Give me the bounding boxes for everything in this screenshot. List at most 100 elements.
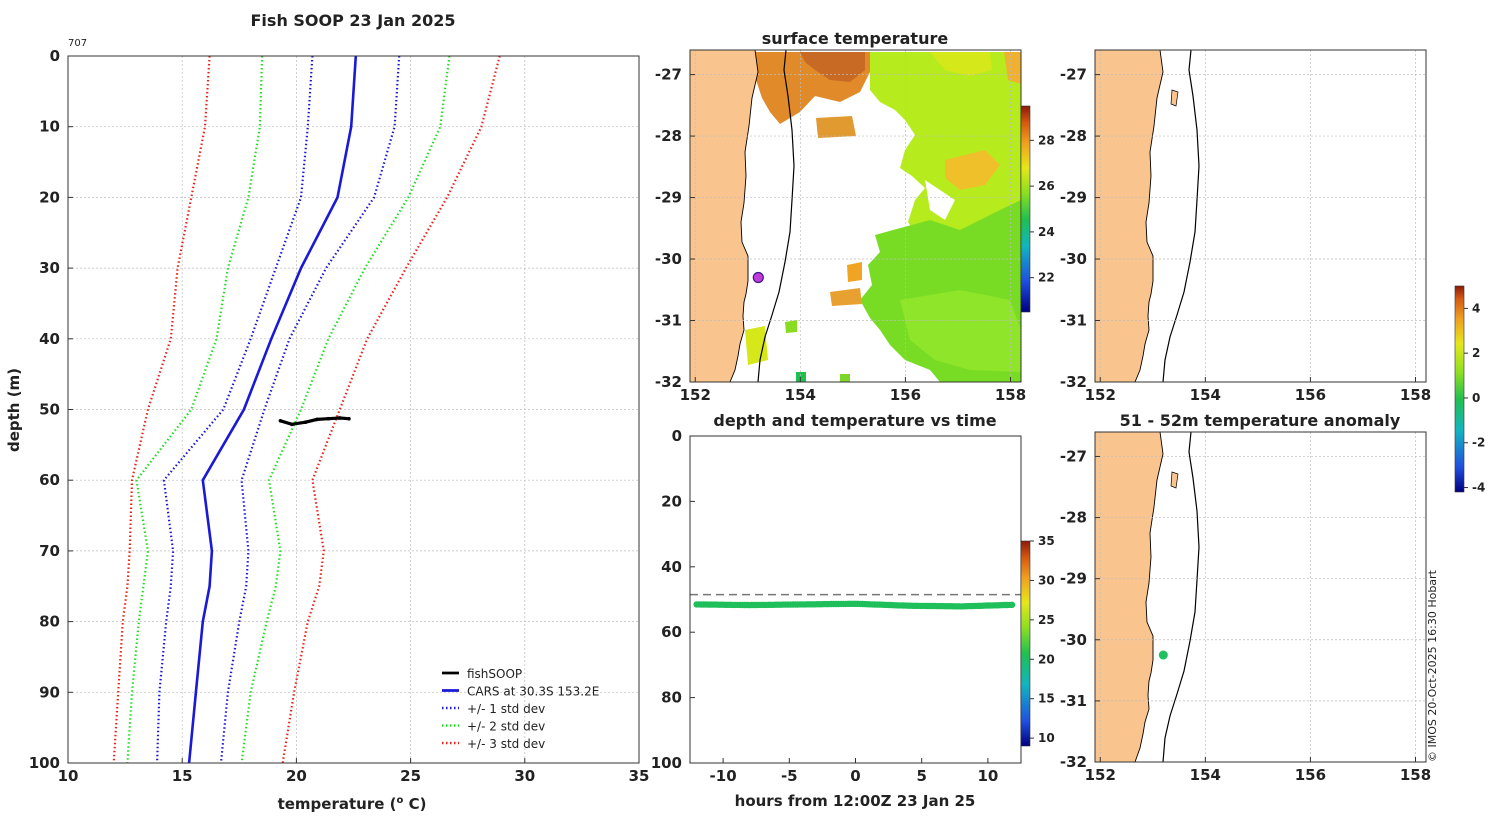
profile-corner-label: 707 xyxy=(68,38,87,49)
top-right-map-y-tick-label: -30 xyxy=(1060,250,1087,268)
fishsoop-observation-point xyxy=(337,416,342,420)
top-right-map-coastline xyxy=(1134,50,1164,382)
anomaly-map-island xyxy=(1170,471,1179,489)
depth-time-y-tick-label: 20 xyxy=(661,492,682,510)
anomaly-map-y-tick-label: -28 xyxy=(1060,509,1087,527)
depth-time-y-tick-label: 0 xyxy=(672,427,682,445)
profile-series-line xyxy=(219,55,401,764)
temp-colorbar-tick-label: 20 xyxy=(1038,652,1055,666)
profile-x-tick-label: 30 xyxy=(514,767,535,785)
profile-x-tick-label: 25 xyxy=(400,767,421,785)
fishsoop-observation-point xyxy=(290,422,294,427)
sst-map-isobath xyxy=(757,50,795,382)
depth-time-chart: depth and temperature vs time -10 -5 0 5 10 … xyxy=(651,411,1055,810)
depth-time-x-axis-label: hours from 12:00Z 23 Jan 25 xyxy=(735,792,976,810)
anomaly-colorbar-tick-label: 4 xyxy=(1472,301,1480,315)
profile-y-tick-label: 90 xyxy=(39,683,60,701)
sst-map-y-tick-label: -31 xyxy=(655,312,682,330)
sst-map-y-tick-label: -30 xyxy=(655,250,682,268)
profile-series-line xyxy=(240,55,451,764)
top-right-map-x-tick-label: 156 xyxy=(1295,386,1326,404)
copyright-text: © IMOS 20-Oct-2025 16:30 Hobart xyxy=(1426,569,1439,762)
depth-time-point xyxy=(1008,601,1016,608)
top-right-map-y-tick-label: -32 xyxy=(1060,373,1087,391)
sst-colorbar-tick-label: 24 xyxy=(1038,225,1055,239)
sst-colorbar xyxy=(1020,105,1031,313)
profile-x-tick-label: 20 xyxy=(286,767,307,785)
top-right-map-y-tick-label: -31 xyxy=(1060,312,1087,330)
profile-y-axis-label: depth (m) xyxy=(5,368,23,452)
profile-y-tick-label: 100 xyxy=(29,754,60,772)
anomaly-map-land xyxy=(1095,432,1163,762)
sst-colorbar-tick-label: 28 xyxy=(1038,133,1055,147)
temp-colorbar-tick-label: 35 xyxy=(1038,534,1055,548)
anomaly-map-y-tick-label: -29 xyxy=(1060,570,1087,588)
profile-x-tick-label: 15 xyxy=(172,767,193,785)
anomaly-map-x-tick-label: 154 xyxy=(1190,766,1221,784)
sst-map-coastline xyxy=(729,50,759,382)
sst-map-y-tick-label: -29 xyxy=(655,189,682,207)
depth-time-title: depth and temperature vs time xyxy=(713,411,996,430)
profile-series-line xyxy=(281,55,501,764)
top-right-map-land xyxy=(1095,50,1163,382)
anomaly-map-x-tick-label: 158 xyxy=(1400,766,1431,784)
depth-time-x-tick-label: -5 xyxy=(781,767,798,785)
depth-time-y-tick-label: 80 xyxy=(661,689,682,707)
profile-y-tick-label: 10 xyxy=(39,118,60,136)
temp-colorbar xyxy=(1020,540,1031,747)
top-right-map-isobath xyxy=(1162,50,1200,382)
top-right-map-frame xyxy=(1094,49,1427,383)
fishsoop-observation-point xyxy=(347,416,351,421)
depth-time-x-tick-label: 0 xyxy=(850,767,860,785)
anomaly-map-y-tick-label: -30 xyxy=(1060,631,1087,649)
depth-time-x-tick-label: -10 xyxy=(710,767,737,785)
sst-map-x-tick-label: 156 xyxy=(890,386,921,404)
profile-x-tick-label: 10 xyxy=(58,767,79,785)
top-right-map-x-tick-label: 152 xyxy=(1085,386,1116,404)
profile-y-tick-label: 30 xyxy=(39,259,60,277)
anomaly-map-x-tick-label: 156 xyxy=(1295,766,1326,784)
anomaly-map-y-tick-label: -27 xyxy=(1060,447,1087,465)
anomaly-map-coastline xyxy=(1134,432,1164,762)
depth-time-frame xyxy=(689,435,1022,764)
fishsoop-observation-point xyxy=(315,417,319,422)
profile-y-tick-label: 70 xyxy=(39,542,60,560)
anomaly-map-y-tick-label: -32 xyxy=(1060,753,1087,771)
sst-map-x-tick-label: 154 xyxy=(785,386,816,404)
anomaly-colorbar-tick-label: 2 xyxy=(1472,346,1480,360)
fishsoop-observation-point xyxy=(303,420,308,425)
sst-map-land xyxy=(690,50,758,382)
top-right-map: 152 154 156 158 -27 -28 -29 -30 -31 -32 xyxy=(1060,49,1431,404)
sst-map-y-tick-label: -27 xyxy=(655,66,682,84)
fishsoop-observation-point xyxy=(278,419,283,423)
anomaly-map-isobath xyxy=(1162,432,1200,762)
profile-x-axis-label: temperature (o C) xyxy=(278,795,427,813)
profile-y-tick-label: 60 xyxy=(39,471,60,489)
profile-series-line xyxy=(112,55,211,764)
temp-colorbar-tick-label: 25 xyxy=(1038,613,1055,627)
profile-y-tick-label: 40 xyxy=(39,330,60,348)
legend-label: CARS at 30.3S 153.2E xyxy=(467,685,599,699)
anomaly-colorbar-tick-label: -4 xyxy=(1472,481,1485,495)
sst-colorbar-tick-label: 26 xyxy=(1038,179,1055,193)
profile-y-tick-label: 80 xyxy=(39,613,60,631)
legend-label: +/- 3 std dev xyxy=(467,737,545,751)
sst-map-y-tick-label: -32 xyxy=(655,373,682,391)
fishsoop-observation-point xyxy=(326,416,331,421)
profile-axes-frame xyxy=(67,55,640,764)
anomaly-map: 51 - 52m temperature anomaly 152 154 156 15… xyxy=(1060,285,1485,784)
top-right-map-x-tick-label: 154 xyxy=(1190,386,1221,404)
temp-colorbar-tick-label: 10 xyxy=(1038,731,1055,745)
anomaly-colorbar xyxy=(1454,285,1465,493)
top-right-map-x-tick-label: 158 xyxy=(1400,386,1431,404)
depth-time-y-tick-label: 40 xyxy=(661,558,682,576)
sst-map-x-tick-label: 152 xyxy=(680,386,711,404)
sst-map: surface temperature xyxy=(655,29,1055,404)
top-right-map-island xyxy=(1170,89,1179,107)
top-right-map-y-tick-label: -29 xyxy=(1060,189,1087,207)
profile-y-tick-label: 50 xyxy=(39,401,60,419)
temp-colorbar-tick-label: 30 xyxy=(1038,573,1055,587)
sst-map-title: surface temperature xyxy=(762,29,949,48)
profile-y-tick-label: 0 xyxy=(50,47,60,65)
